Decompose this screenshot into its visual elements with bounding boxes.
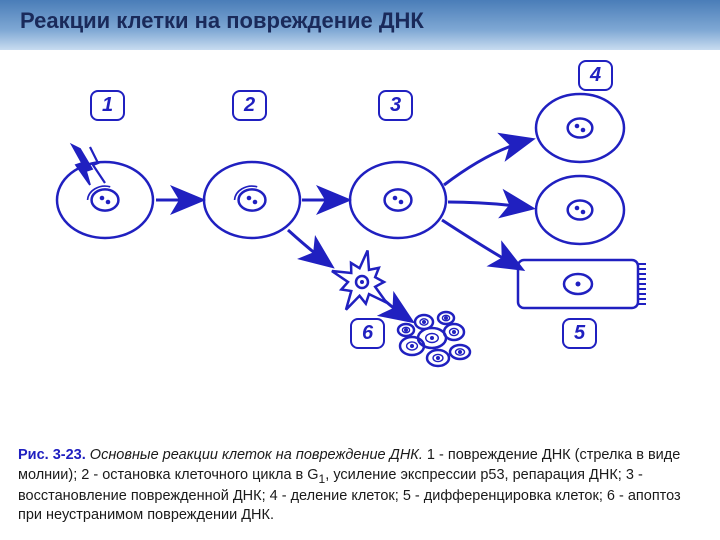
label-4: 4 (578, 60, 613, 91)
diagram-area: 1 2 3 4 5 6 (0, 50, 720, 410)
label-2: 2 (232, 90, 267, 121)
label-1: 1 (90, 90, 125, 121)
figure-caption: Рис. 3-23. Основные реакции клеток на по… (18, 446, 702, 526)
page-title: Реакции клетки на повреждение ДНК (20, 8, 424, 34)
label-6: 6 (350, 318, 385, 349)
label-3: 3 (378, 90, 413, 121)
caption-main: Основные реакции клеток на повреждение Д… (90, 447, 423, 463)
label-5: 5 (562, 318, 597, 349)
caption-lead: Рис. 3-23. (18, 447, 86, 463)
